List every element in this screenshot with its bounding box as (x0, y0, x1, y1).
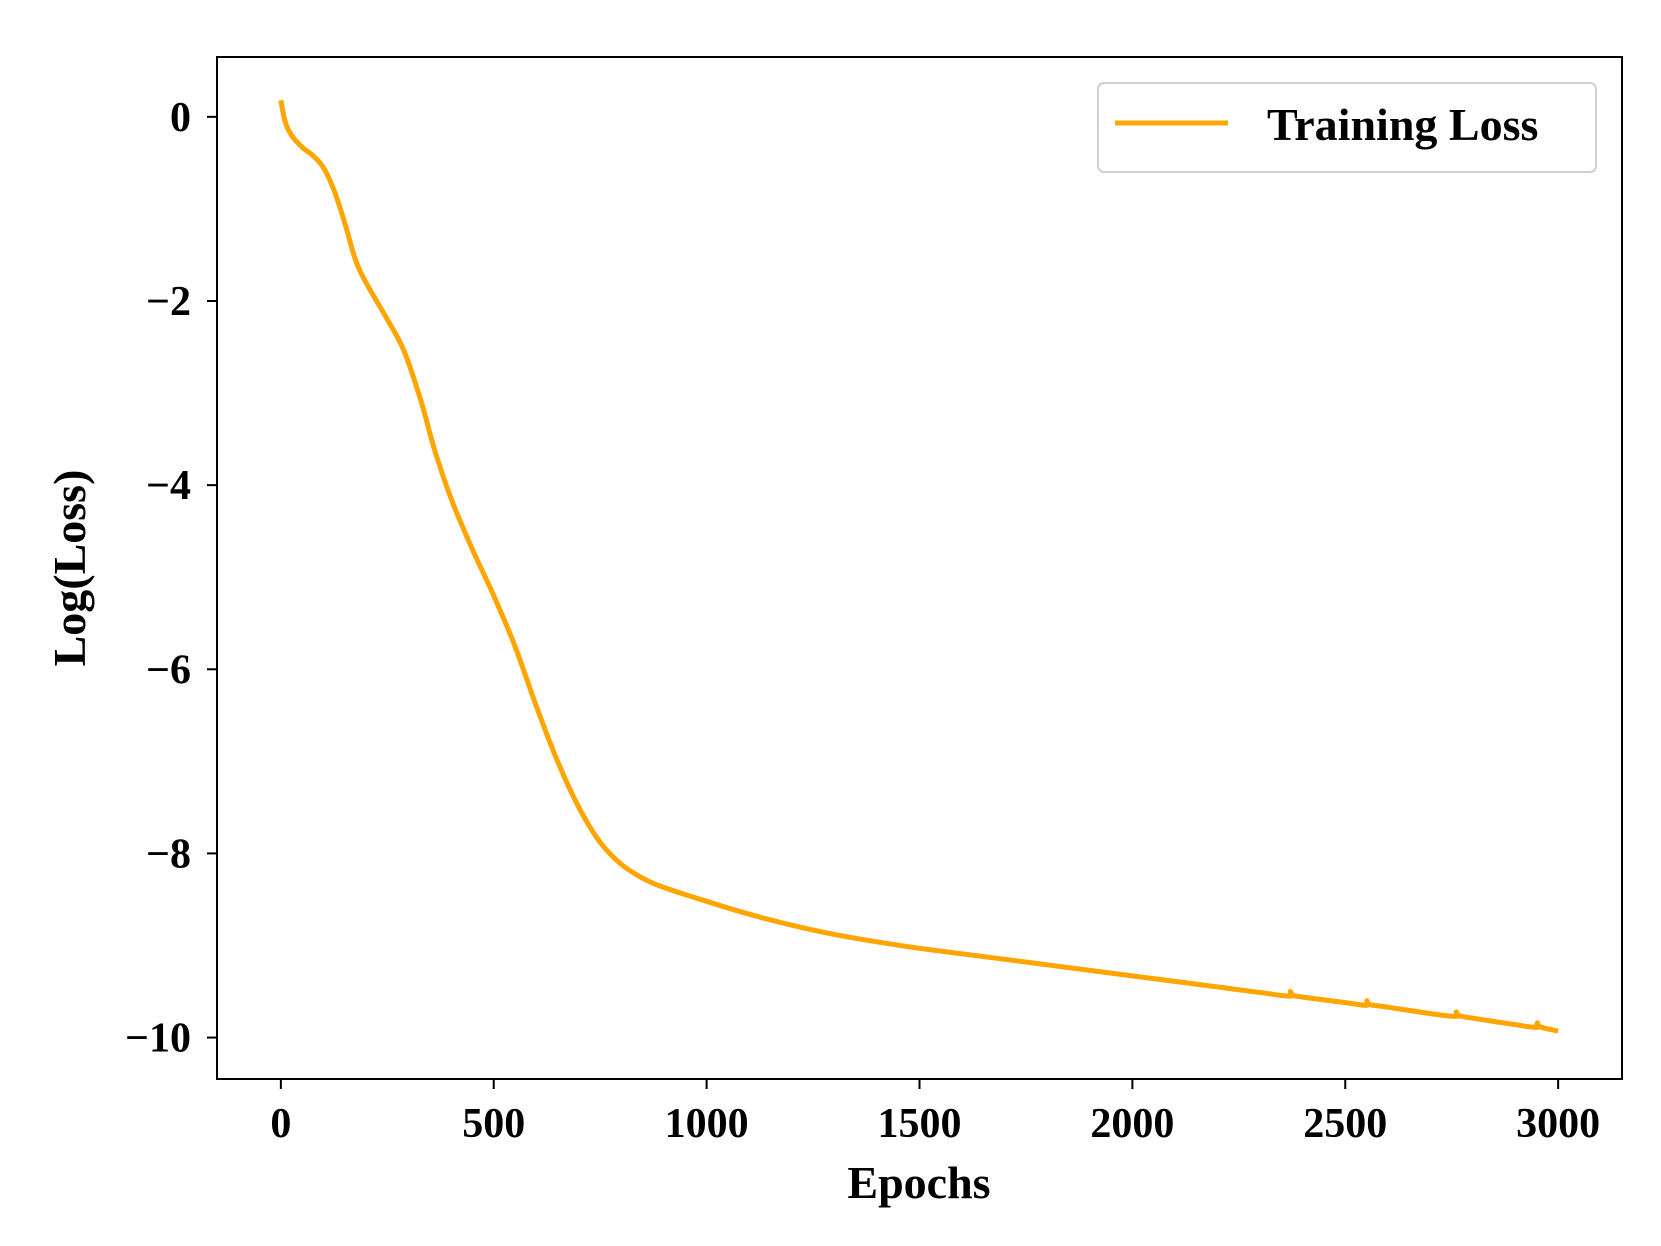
y-tick-label: 0 (170, 95, 191, 141)
y-tick-label: −2 (146, 279, 191, 325)
legend-label: Training Loss (1267, 99, 1538, 150)
x-axis-title: Epochs (847, 1157, 990, 1208)
y-tick-label: −6 (146, 647, 191, 693)
x-axis-ticks: 0 500 1000 1500 2000 2500 3000 (270, 1079, 1600, 1147)
x-tick-label: 1000 (665, 1101, 749, 1147)
x-tick-label: 2500 (1303, 1101, 1387, 1147)
y-tick-label: −4 (146, 463, 191, 509)
y-tick-label: −8 (146, 831, 191, 877)
y-axis-ticks: 0 −2 −4 −6 −8 −10 (125, 95, 217, 1062)
y-tick-label: −10 (125, 1016, 191, 1062)
x-tick-label: 2000 (1090, 1101, 1174, 1147)
y-axis-title: Log(Loss) (44, 470, 95, 667)
x-tick-label: 3000 (1516, 1101, 1600, 1147)
x-tick-label: 1500 (878, 1101, 962, 1147)
plot-frame (216, 56, 1623, 1080)
legend: Training Loss (1097, 82, 1597, 173)
x-tick-label: 0 (270, 1101, 291, 1147)
legend-box (1097, 82, 1597, 173)
training-loss-line (278, 99, 1559, 1034)
x-tick-label: 500 (462, 1101, 525, 1147)
